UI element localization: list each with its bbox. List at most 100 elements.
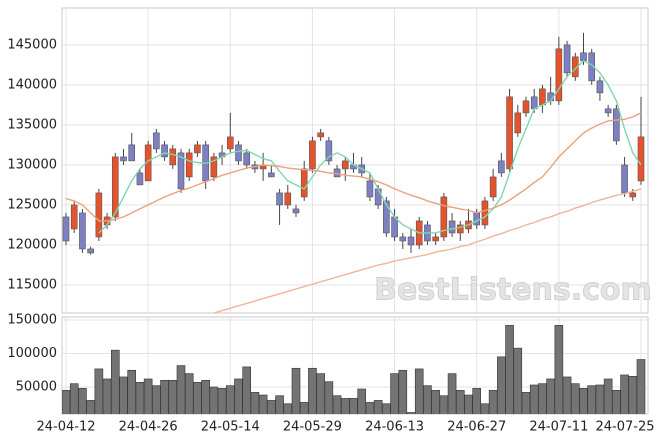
volume-bar (406, 412, 416, 414)
candle-body (284, 192, 292, 206)
volume-bar (94, 368, 104, 414)
volume-bar (168, 380, 178, 414)
volume-bar (612, 390, 621, 414)
candle-body (563, 44, 571, 74)
volume-bar (152, 385, 161, 414)
y-tick-label: 115000 (7, 277, 57, 292)
candle-body (317, 132, 324, 138)
volume-bar (102, 378, 112, 414)
x-tick-label: 24-06-13 (365, 420, 424, 435)
volume-bar (423, 385, 432, 414)
x-tick-label: 24-06-27 (447, 420, 506, 435)
volume-bar (431, 390, 440, 414)
candle-body (555, 48, 563, 102)
y-tick-label: 135000 (7, 117, 57, 132)
volume-bar (390, 373, 399, 414)
candle-body (629, 192, 637, 198)
candle-body (596, 80, 604, 94)
volume-bar (324, 381, 334, 414)
candle-body (522, 100, 530, 114)
volume-bar (636, 359, 646, 414)
volume-bar (340, 398, 350, 414)
candle-body (120, 156, 127, 162)
candle-body (391, 216, 398, 238)
volume-bar (505, 325, 514, 414)
volume-bar (242, 366, 252, 414)
candle-body (210, 156, 218, 178)
x-tick-label: 24-07-11 (529, 420, 588, 435)
candle-body (136, 172, 144, 186)
volume-bar (225, 385, 235, 414)
candle-body (62, 216, 70, 242)
volume-bar (538, 383, 547, 414)
moving-average-line (98, 59, 642, 234)
y-tick-label: 150000 (7, 313, 57, 328)
candle-body (374, 188, 382, 206)
candle-body (169, 148, 177, 166)
volume-bar (291, 367, 301, 414)
candle-body (87, 248, 94, 254)
volume-bar (357, 388, 367, 414)
volume-bar (497, 356, 506, 414)
volume-bar (110, 349, 120, 414)
candle-body (185, 152, 193, 178)
candle-body (243, 152, 251, 166)
volume-bar (480, 403, 490, 414)
y-tick-label: 125000 (7, 197, 57, 212)
candle-body (194, 144, 201, 154)
candle-body (276, 192, 283, 206)
candle-body (341, 160, 349, 170)
volume-bar (184, 373, 194, 414)
volume-bar (283, 403, 293, 414)
candle-body (539, 88, 546, 106)
volume-bar (143, 378, 153, 414)
candle-body (383, 200, 390, 234)
candle-body (473, 212, 481, 226)
volume-bar (193, 382, 202, 414)
volume-bar (603, 378, 613, 414)
volume-bar (546, 378, 555, 414)
volume-bar (628, 375, 638, 414)
candle-body (514, 112, 522, 134)
volume-bar (570, 383, 580, 414)
candle-body (79, 212, 86, 250)
volume-bar (135, 382, 145, 414)
candle-body (325, 140, 333, 162)
price-panel (61, 7, 649, 314)
candle-body (128, 144, 136, 162)
volume-bar (119, 376, 128, 414)
volume-bar (554, 325, 564, 414)
candle-body (111, 156, 119, 218)
volume-bar (332, 395, 342, 414)
moving-average-line (213, 188, 642, 313)
candle-body (300, 168, 308, 198)
volume-bar (373, 400, 383, 414)
volume-bar (267, 400, 276, 414)
candle-body (530, 96, 538, 110)
volume-bar (127, 369, 137, 414)
volume-bar (464, 394, 473, 414)
candle-body (613, 108, 620, 142)
volume-bar (234, 378, 243, 414)
candle-body (604, 108, 612, 114)
candle-body (95, 192, 103, 238)
candle-body (407, 236, 415, 246)
volume-bar (86, 400, 95, 414)
x-tick-label: 24-04-26 (119, 420, 178, 435)
volume-bar (69, 383, 79, 414)
candle-body (292, 208, 300, 214)
y-tick-label: 140000 (7, 77, 57, 92)
volume-bar (365, 402, 375, 414)
y-tick-label: 145000 (7, 37, 57, 52)
volume-bar (414, 368, 424, 414)
candle-body (366, 180, 374, 198)
volume-bar (620, 374, 629, 414)
volume-bar (398, 369, 408, 414)
candle-body (432, 236, 439, 242)
volume-bar (455, 390, 465, 414)
volume-bar (258, 394, 268, 414)
volume-bar (349, 398, 358, 414)
watermark: BestListens.com (374, 273, 652, 308)
x-tick-label: 24-04-12 (36, 420, 95, 435)
volume-bar (176, 365, 186, 414)
